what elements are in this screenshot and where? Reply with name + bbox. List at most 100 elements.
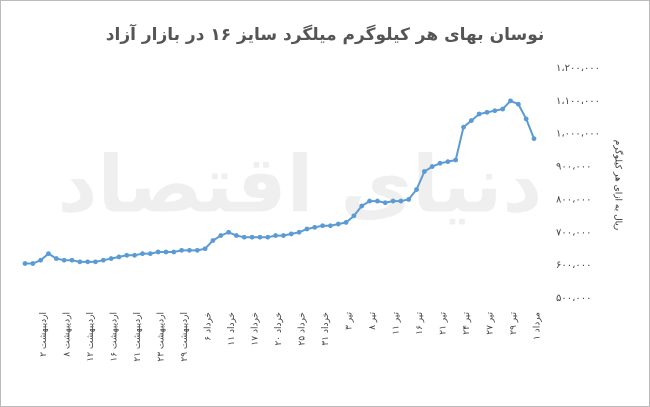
point bbox=[288, 231, 294, 237]
point bbox=[531, 136, 537, 142]
point bbox=[406, 197, 412, 202]
point bbox=[351, 213, 357, 219]
point bbox=[476, 111, 482, 117]
point bbox=[320, 223, 325, 229]
x-tick-label: ۲۹ تیر bbox=[509, 312, 519, 335]
x-tick-label: ۱۱ تیر bbox=[392, 312, 402, 335]
point bbox=[46, 251, 51, 257]
x-tick-label: ۶ خرداد bbox=[204, 312, 214, 341]
point bbox=[234, 233, 239, 238]
point bbox=[382, 200, 388, 206]
x-tick-label: ۲ اردیبهشت bbox=[39, 312, 49, 357]
y-tick-label: ۶۰۰،۰۰۰ bbox=[556, 260, 591, 271]
point bbox=[414, 187, 419, 192]
point bbox=[226, 229, 232, 235]
point bbox=[523, 116, 529, 122]
point bbox=[468, 118, 474, 123]
point bbox=[241, 234, 247, 240]
point bbox=[281, 233, 286, 238]
point bbox=[515, 101, 521, 107]
y-axis-title: ریال به ازای هر کیلوگرم bbox=[613, 140, 625, 230]
x-tick-label: ۸ تیر bbox=[368, 312, 378, 330]
point bbox=[335, 221, 341, 227]
x-tick-label: ۲۰ خرداد bbox=[274, 312, 284, 346]
x-tick-label: ۱۶ تیر bbox=[415, 312, 425, 335]
point bbox=[38, 257, 44, 263]
x-tick-label: ۲۳ اردیبهشت bbox=[157, 312, 167, 362]
point bbox=[429, 164, 435, 169]
x-tick-label: ۳۱ خرداد bbox=[321, 312, 331, 346]
point bbox=[69, 257, 75, 263]
point bbox=[453, 157, 459, 163]
point bbox=[257, 234, 263, 240]
point bbox=[100, 257, 106, 263]
y-tick-label: ۱،۲۰۰،۰۰۰ bbox=[556, 63, 600, 74]
point bbox=[85, 259, 91, 265]
x-tick-label: ۱۲ اردیبهشت bbox=[86, 312, 96, 362]
point bbox=[492, 108, 498, 114]
point bbox=[53, 256, 59, 261]
point bbox=[163, 249, 169, 255]
x-tick-label: ۲۱ تیر bbox=[439, 312, 449, 335]
point bbox=[500, 106, 506, 112]
point bbox=[140, 251, 145, 257]
x-tick-label: ۱ مرداد bbox=[533, 312, 543, 340]
point bbox=[421, 169, 427, 174]
point bbox=[437, 160, 443, 166]
point bbox=[108, 256, 114, 261]
point bbox=[30, 261, 36, 266]
point bbox=[273, 233, 278, 238]
point bbox=[218, 233, 224, 238]
point bbox=[210, 238, 216, 243]
point bbox=[304, 226, 310, 232]
point bbox=[194, 247, 200, 253]
point bbox=[343, 220, 349, 225]
point bbox=[398, 198, 404, 204]
x-tick-label: ۲۵ خرداد bbox=[298, 312, 308, 346]
point bbox=[124, 252, 130, 258]
x-tick-label: ۳ تیر bbox=[345, 312, 355, 330]
point bbox=[179, 247, 185, 253]
chart-title: نوسان بهای هر کیلوگرم میلگرد سایز ۱۶ در … bbox=[106, 23, 544, 45]
y-tick-label: ۷۰۰،۰۰۰ bbox=[556, 227, 591, 238]
point bbox=[484, 109, 490, 115]
point bbox=[367, 198, 372, 204]
point bbox=[390, 198, 396, 204]
y-tick-label: ۱،۱۰۰،۰۰۰ bbox=[556, 96, 600, 107]
y-tick-label: ۹۰۰،۰۰۰ bbox=[556, 162, 591, 173]
y-tick-label: ۵۰۰،۰۰۰ bbox=[556, 293, 591, 304]
point bbox=[461, 124, 466, 130]
watermark: دنیای اقتصاد bbox=[58, 140, 543, 230]
x-tick-label: ۱۶ اردیبهشت bbox=[110, 312, 120, 362]
point bbox=[202, 246, 208, 252]
point bbox=[359, 203, 365, 209]
point bbox=[312, 224, 318, 230]
point bbox=[265, 234, 271, 240]
x-tick-label: ۸ اردیبهشت bbox=[63, 312, 73, 357]
point bbox=[249, 234, 255, 240]
x-tick-label: ۲۱ اردیبهشت bbox=[133, 312, 143, 362]
point bbox=[93, 259, 98, 265]
point bbox=[445, 159, 451, 165]
point bbox=[508, 98, 513, 104]
y-tick-label: ۱،۰۰۰،۰۰۰ bbox=[556, 129, 600, 140]
point bbox=[77, 259, 83, 265]
point bbox=[171, 249, 177, 255]
point bbox=[147, 251, 153, 257]
x-tick-label: ۲۷ تیر bbox=[486, 312, 496, 335]
point bbox=[132, 252, 138, 258]
point bbox=[187, 247, 192, 253]
x-tick-label: ۲۴ تیر bbox=[462, 312, 472, 335]
point bbox=[155, 249, 161, 255]
point bbox=[328, 223, 333, 229]
point bbox=[22, 261, 28, 266]
x-tick-label: ۱۷ خرداد bbox=[251, 312, 261, 346]
point bbox=[374, 198, 380, 204]
x-tick-label: ۱۱ خرداد bbox=[227, 312, 237, 346]
x-tick-label: ۲۹ اردیبهشت bbox=[180, 312, 190, 362]
y-tick-label: ۸۰۰،۰۰۰ bbox=[556, 194, 591, 205]
point bbox=[116, 254, 122, 260]
point bbox=[296, 229, 302, 235]
